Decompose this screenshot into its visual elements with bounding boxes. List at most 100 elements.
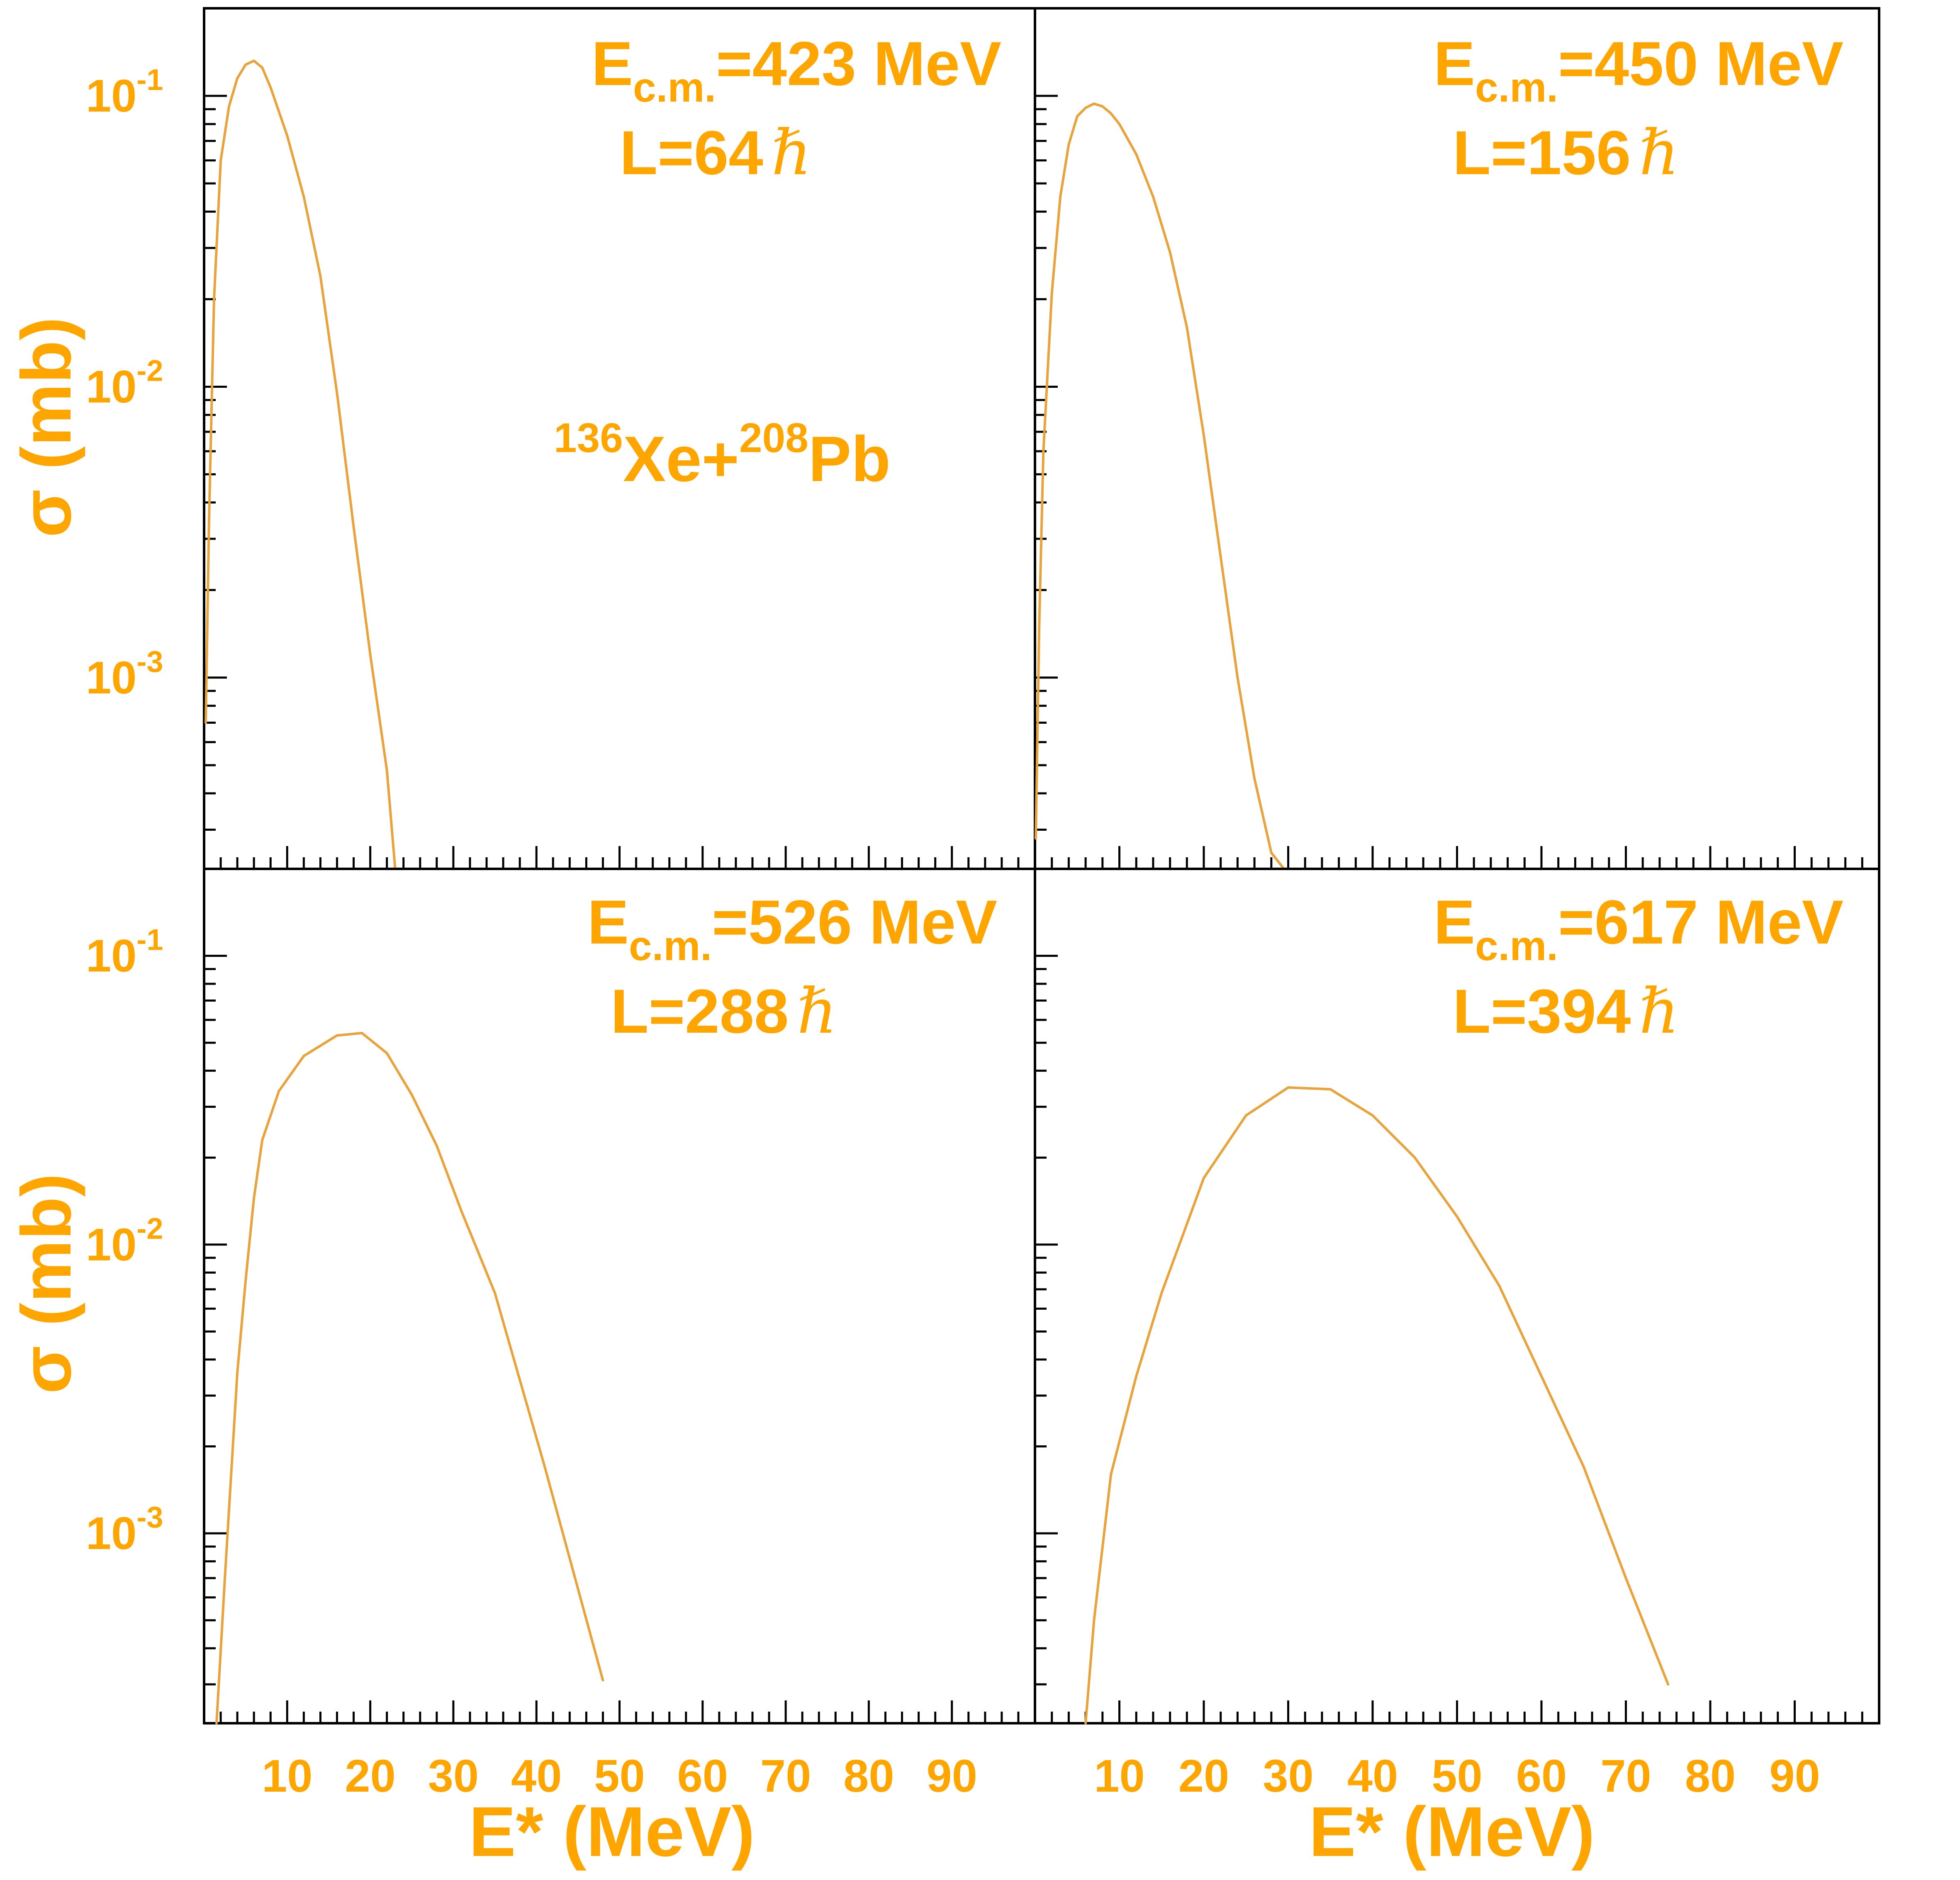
- data-point: [1118, 123, 1121, 126]
- data-point: [1076, 115, 1079, 118]
- x-tick-label: 50: [594, 1751, 645, 1802]
- data-point: [1244, 1114, 1247, 1117]
- y-tick-base: 10: [86, 71, 136, 122]
- data-point: [1498, 1284, 1501, 1287]
- data-point: [244, 63, 247, 66]
- data-point: [385, 769, 388, 772]
- l-value: L=156: [1453, 118, 1631, 187]
- data-point: [1038, 625, 1041, 628]
- y-tick-label: 10-2: [86, 354, 163, 412]
- data-point: [1042, 450, 1045, 453]
- data-point: [1050, 292, 1053, 294]
- data-point: [302, 195, 305, 198]
- data-point: [1152, 195, 1154, 198]
- energy-value: =526 MeV: [712, 887, 997, 957]
- data-point: [215, 1722, 218, 1724]
- data-point: [286, 134, 289, 137]
- data-point: [543, 1465, 546, 1468]
- energy-label: Ec.m.=450 MeV: [1434, 29, 1843, 111]
- data-point: [228, 105, 231, 108]
- l-value: L=394: [1453, 976, 1631, 1046]
- data-point: [224, 1577, 226, 1579]
- data-point: [336, 392, 338, 395]
- energy-sub: c.m.: [1475, 923, 1558, 969]
- panel-top-right: Ec.m.=450 MeV L=156 ℏ: [1034, 7, 1880, 870]
- x-tick-label: 20: [1178, 1751, 1229, 1802]
- x-tick-label: 60: [1516, 1751, 1567, 1802]
- data-point: [1329, 1088, 1332, 1091]
- y-tick-exp: -2: [136, 1212, 163, 1245]
- x-tick-label: 40: [511, 1751, 562, 1802]
- x-tick-label: 40: [1347, 1751, 1398, 1802]
- x-tick-label: 30: [428, 1751, 479, 1802]
- energy-sub: c.m.: [629, 923, 712, 969]
- energy-value: =423 MeV: [716, 29, 1001, 98]
- y-tick-exp: -3: [136, 1501, 163, 1534]
- y-tick-exp: -1: [136, 924, 163, 957]
- xlabel-left: E* (MeV): [469, 1792, 755, 1871]
- data-point: [1084, 106, 1087, 109]
- hbar-unit: ℏ: [1639, 975, 1679, 1048]
- data-point: [236, 77, 239, 80]
- data-point: [1203, 1177, 1205, 1180]
- data-point: [1456, 1215, 1458, 1218]
- data-point: [244, 1279, 247, 1282]
- y-tick-label: 10-3: [86, 645, 163, 703]
- energy-value: =617 MeV: [1558, 887, 1843, 957]
- x-tick-label: 50: [1432, 1751, 1482, 1802]
- x-tick-label: 10: [1094, 1751, 1144, 1802]
- series-line: [205, 59, 397, 869]
- data-point: [1270, 851, 1273, 854]
- data-point: [1253, 777, 1256, 780]
- data-point: [460, 1210, 463, 1213]
- x-tick-label: 60: [677, 1751, 728, 1802]
- y-tick-label: 10-3: [86, 1501, 163, 1559]
- x-tick-label: 30: [1263, 1751, 1313, 1802]
- l-label: L=64 ℏ: [620, 117, 812, 189]
- y-tick-exp: -2: [136, 354, 163, 387]
- x-tick-label: 80: [843, 1751, 894, 1802]
- ylabel-bottom: σ (mb): [7, 1173, 86, 1394]
- reaction-a-elem: Xe+: [623, 423, 739, 495]
- data-point: [278, 1090, 280, 1092]
- data-point: [319, 275, 322, 277]
- data-point: [1169, 251, 1171, 254]
- x-tick-label: 70: [760, 1751, 811, 1802]
- energy-sub: c.m.: [1475, 64, 1558, 111]
- energy-label: Ec.m.=423 MeV: [592, 29, 1001, 111]
- data-point: [1110, 1473, 1113, 1476]
- x-tick-label: 80: [1685, 1751, 1736, 1802]
- reaction-label: 136Xe+208Pb: [554, 415, 891, 495]
- data-point: [1093, 102, 1096, 105]
- data-point: [1035, 837, 1037, 840]
- data-point: [1236, 676, 1239, 679]
- hbar-unit: ℏ: [772, 117, 812, 189]
- hbar-unit: ℏ: [1639, 117, 1679, 189]
- y-tick-base: 10: [86, 652, 136, 703]
- panel-bottom-left: 10 20 30 40 50 60 70 80 9010-110-210-3Ec.m.=526 …: [86, 868, 1036, 1802]
- data-point: [1371, 1114, 1374, 1117]
- xlabel-right: E* (MeV): [1309, 1792, 1595, 1871]
- data-point: [213, 298, 215, 301]
- ylabel-top: σ (mb): [7, 317, 86, 537]
- data-point: [302, 1055, 305, 1058]
- data-point: [1219, 555, 1222, 558]
- l-value: L=288: [611, 976, 789, 1046]
- energy-prefix: E: [592, 29, 633, 98]
- data-point: [1287, 1086, 1290, 1089]
- data-point: [352, 525, 355, 528]
- data-point: [360, 1031, 363, 1034]
- data-point: [1540, 1375, 1543, 1378]
- energy-prefix: E: [587, 887, 629, 957]
- data-point: [261, 66, 264, 69]
- energy-sub: c.m.: [633, 64, 716, 111]
- y-tick-label: 10-1: [86, 63, 163, 122]
- data-point: [369, 653, 372, 656]
- reaction-a-mass: 136: [554, 415, 623, 461]
- data-point: [1413, 1156, 1416, 1159]
- energy-value: =450 MeV: [1558, 29, 1843, 98]
- series-line: [1035, 102, 1285, 870]
